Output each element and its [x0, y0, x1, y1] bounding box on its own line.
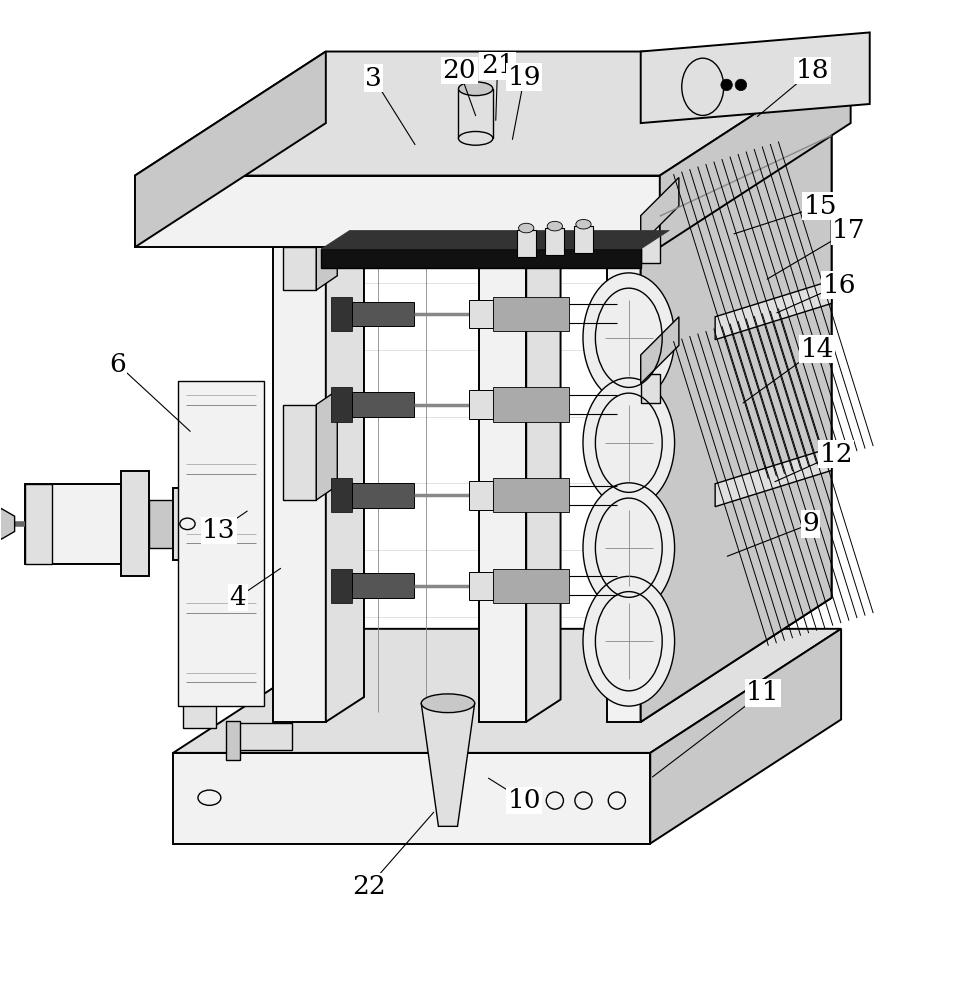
Polygon shape	[135, 176, 659, 247]
Polygon shape	[641, 317, 679, 384]
Bar	[226, 721, 240, 760]
Text: 4: 4	[230, 585, 246, 610]
Bar	[235, 723, 293, 750]
Bar	[330, 297, 351, 331]
Bar	[351, 302, 413, 326]
Text: 14: 14	[800, 337, 834, 362]
Polygon shape	[173, 629, 841, 753]
Bar	[351, 573, 413, 598]
Text: 13: 13	[202, 518, 235, 543]
Polygon shape	[641, 235, 659, 263]
Ellipse shape	[519, 223, 534, 233]
Polygon shape	[25, 484, 121, 564]
Text: 6: 6	[109, 352, 126, 377]
Text: 10: 10	[507, 788, 541, 813]
Polygon shape	[650, 629, 841, 844]
Text: 15: 15	[803, 194, 836, 219]
Bar	[517, 230, 536, 257]
Polygon shape	[149, 500, 173, 548]
Polygon shape	[173, 753, 650, 844]
Polygon shape	[478, 247, 526, 722]
Ellipse shape	[721, 79, 732, 91]
Ellipse shape	[735, 79, 746, 91]
Text: 19: 19	[507, 65, 541, 90]
Polygon shape	[325, 222, 364, 722]
Bar	[330, 569, 351, 603]
Ellipse shape	[547, 221, 563, 231]
Polygon shape	[659, 52, 851, 247]
Ellipse shape	[458, 131, 493, 145]
Bar	[493, 569, 569, 603]
Polygon shape	[608, 247, 641, 722]
Ellipse shape	[421, 694, 475, 713]
Bar	[351, 392, 413, 417]
Text: 21: 21	[480, 53, 515, 78]
Polygon shape	[316, 233, 337, 290]
Bar	[493, 297, 569, 331]
Bar	[183, 704, 216, 728]
Text: 20: 20	[442, 58, 477, 83]
Ellipse shape	[583, 576, 675, 706]
Polygon shape	[321, 249, 641, 268]
Ellipse shape	[576, 219, 591, 229]
Text: 16: 16	[822, 273, 856, 298]
Polygon shape	[135, 52, 325, 247]
Polygon shape	[25, 484, 52, 564]
Text: 9: 9	[802, 511, 819, 536]
Text: 22: 22	[352, 874, 386, 899]
Polygon shape	[283, 405, 316, 500]
Bar	[351, 483, 413, 508]
Polygon shape	[641, 177, 679, 244]
Polygon shape	[173, 488, 202, 560]
Polygon shape	[178, 381, 264, 706]
Text: 12: 12	[819, 442, 853, 467]
Bar	[330, 387, 351, 422]
Polygon shape	[274, 247, 325, 722]
Bar	[469, 572, 493, 600]
Text: 17: 17	[832, 218, 865, 243]
Polygon shape	[641, 374, 659, 403]
Ellipse shape	[583, 483, 675, 613]
Ellipse shape	[583, 378, 675, 508]
Ellipse shape	[458, 82, 493, 96]
Polygon shape	[715, 281, 832, 340]
Bar	[469, 300, 493, 328]
Bar	[469, 390, 493, 419]
Polygon shape	[641, 32, 870, 123]
Ellipse shape	[583, 273, 675, 403]
Polygon shape	[458, 89, 493, 138]
Text: 3: 3	[366, 66, 382, 91]
Text: 18: 18	[795, 58, 829, 83]
Polygon shape	[641, 47, 836, 247]
Polygon shape	[135, 52, 851, 176]
Polygon shape	[283, 247, 316, 290]
Polygon shape	[421, 703, 475, 826]
Bar	[493, 478, 569, 512]
Polygon shape	[526, 225, 561, 722]
Polygon shape	[274, 222, 364, 247]
Bar	[330, 478, 351, 512]
Bar	[493, 387, 569, 422]
Bar	[545, 228, 565, 255]
Bar	[574, 226, 593, 253]
Bar	[469, 481, 493, 510]
Polygon shape	[641, 123, 832, 722]
Text: 11: 11	[746, 680, 780, 705]
Polygon shape	[641, 123, 832, 722]
Polygon shape	[121, 471, 149, 576]
Polygon shape	[715, 448, 832, 507]
Polygon shape	[316, 390, 337, 500]
Polygon shape	[321, 230, 669, 249]
Polygon shape	[0, 509, 14, 539]
